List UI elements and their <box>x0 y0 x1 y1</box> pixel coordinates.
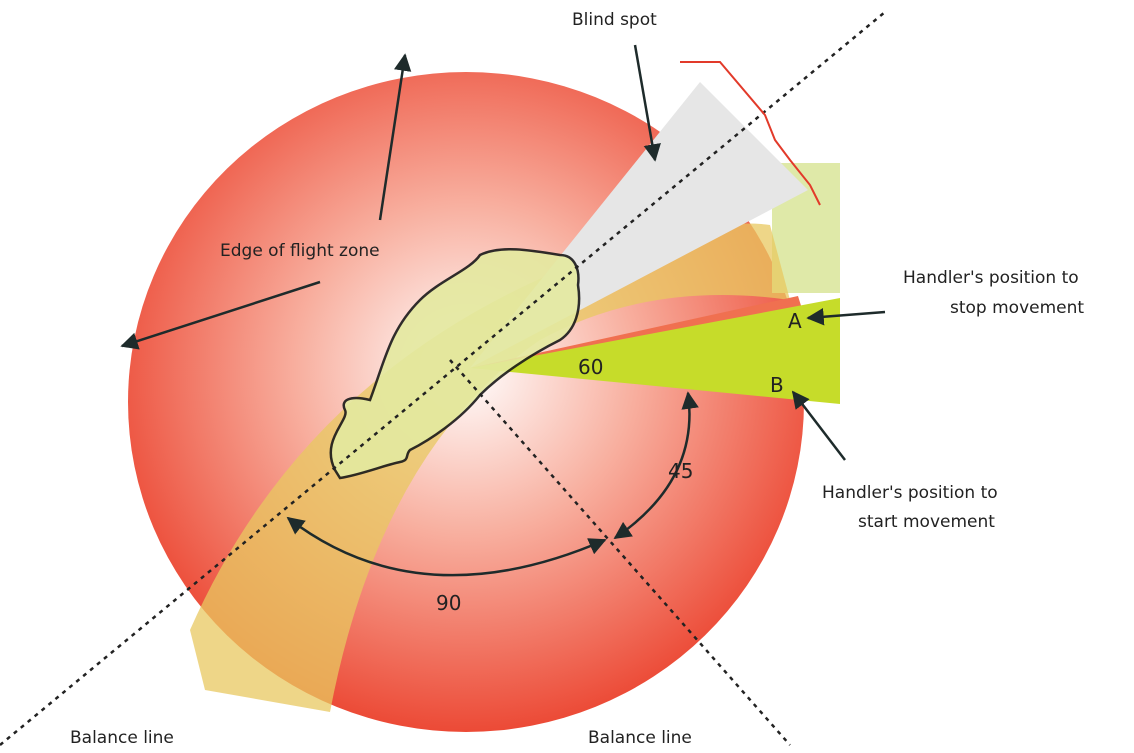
label: stop movement <box>950 298 1084 318</box>
label: Handler's position to <box>903 268 1079 288</box>
label: A <box>788 309 802 333</box>
label: Edge of flight zone <box>220 241 380 261</box>
label: B <box>770 373 784 397</box>
label: Blind spot <box>572 10 657 30</box>
label: Balance line <box>70 728 174 748</box>
label: 45 <box>668 459 693 483</box>
label: start movement <box>858 512 995 532</box>
label: Balance line <box>588 728 692 748</box>
flight-zone-diagram: Blind spot Edge of flight zone Handler's… <box>0 0 1134 753</box>
label: 90 <box>436 591 461 615</box>
label: Handler's position to <box>822 483 998 503</box>
label: 60 <box>578 355 603 379</box>
